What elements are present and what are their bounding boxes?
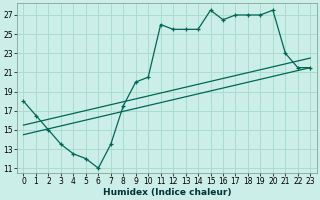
X-axis label: Humidex (Indice chaleur): Humidex (Indice chaleur) (103, 188, 231, 197)
